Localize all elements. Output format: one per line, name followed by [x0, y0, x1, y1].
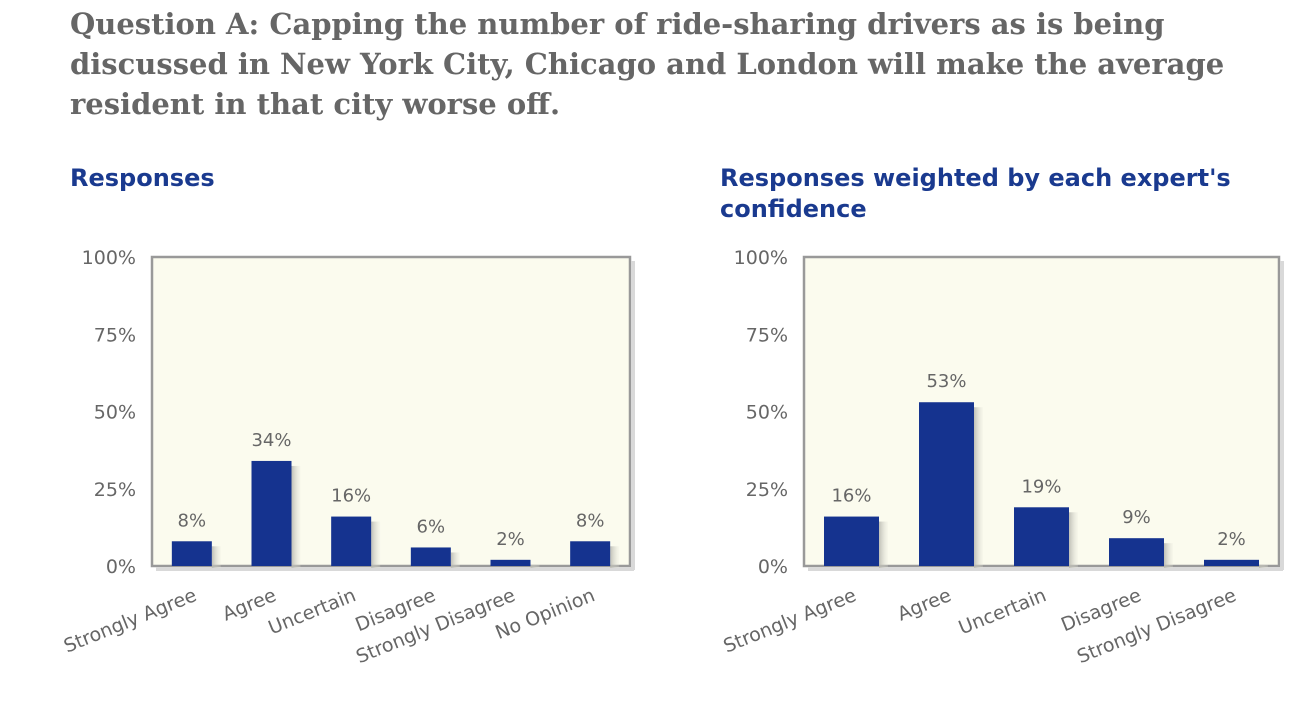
bar-uncertain: [1014, 507, 1069, 566]
bar-shadow: [371, 521, 381, 568]
bar-value-label: 34%: [251, 430, 291, 451]
bar-value-label: 16%: [831, 486, 871, 507]
bar-value-label: 9%: [1122, 507, 1151, 528]
bar-shadow: [974, 407, 983, 568]
bar-value-label: 2%: [496, 529, 525, 550]
bar-shadow: [291, 465, 301, 568]
bar-agree: [251, 460, 292, 566]
bar-value-label: 2%: [1217, 529, 1246, 550]
bar-value-label: 8%: [576, 510, 605, 531]
y-tick-label: 25%: [746, 479, 788, 501]
bar-shadow: [1069, 512, 1078, 568]
bar-strongly-disagree: [1204, 559, 1259, 566]
y-tick-label: 75%: [94, 324, 136, 346]
bar-strongly-agree: [824, 516, 879, 566]
plot-frame-shadow: [808, 567, 1283, 571]
y-tick-label: 50%: [746, 402, 788, 424]
chart-title-responses: Responses: [70, 164, 215, 192]
x-tick-label: Uncertain: [956, 584, 1050, 639]
bar-strongly-agree: [171, 541, 212, 566]
x-tick-label: Strongly Disagree: [1074, 584, 1239, 668]
y-tick-label: 0%: [106, 556, 136, 578]
bar-value-label: 6%: [417, 516, 446, 537]
bar-no-opinion: [570, 541, 611, 566]
bar-shadow: [610, 546, 620, 568]
chart-title-weighted-responses: Responses weighted by each expert's conf…: [720, 164, 1231, 223]
bar-uncertain: [331, 516, 372, 566]
bar-value-label: 16%: [331, 486, 371, 507]
bar-value-label: 53%: [926, 371, 966, 392]
bar-agree: [919, 402, 974, 566]
bar-disagree: [410, 547, 451, 566]
plot-frame-shadow: [631, 261, 635, 570]
y-tick-label: 50%: [94, 402, 136, 424]
bar-shadow: [1164, 543, 1173, 568]
bar-value-label: 19%: [1021, 476, 1061, 497]
question-text: Question A: Capping the number of ride-s…: [70, 7, 1225, 121]
plot-frame-shadow: [1280, 261, 1284, 570]
bar-shadow: [1259, 564, 1268, 568]
bar-shadow: [530, 564, 540, 568]
bar-shadow: [211, 546, 221, 568]
y-tick-label: 25%: [94, 479, 136, 501]
y-tick-label: 0%: [758, 556, 788, 578]
bar-shadow: [879, 521, 888, 568]
y-tick-label: 100%: [734, 247, 788, 269]
bar-shadow: [450, 552, 460, 568]
y-tick-label: 75%: [746, 324, 788, 346]
y-tick-label: 100%: [82, 247, 136, 269]
bar-strongly-disagree: [490, 559, 531, 566]
plot-frame-shadow: [156, 567, 634, 571]
bar-value-label: 8%: [178, 510, 207, 531]
plot-area: [150, 255, 632, 568]
x-tick-label: Strongly Agree: [720, 584, 859, 657]
bar-disagree: [1109, 538, 1164, 566]
x-tick-label: Agree: [894, 584, 954, 625]
